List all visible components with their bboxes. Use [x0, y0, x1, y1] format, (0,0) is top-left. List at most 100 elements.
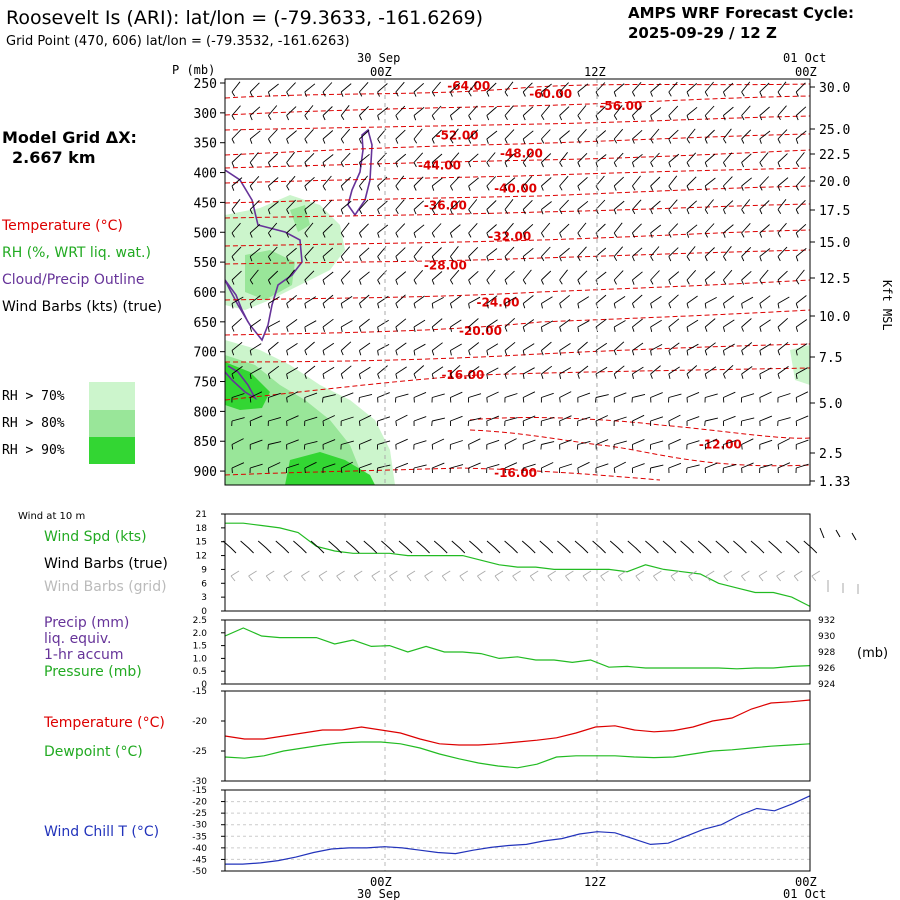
wind-barb [759, 463, 773, 474]
wind-barb [668, 175, 678, 191]
surface-wind-barb-grid [406, 570, 416, 582]
page-title: Roosevelt Is (ARI): lat/lon = (-79.3633,… [6, 7, 483, 29]
wind-barb [468, 462, 481, 474]
wind-barb [268, 105, 278, 121]
wind-barb [249, 175, 260, 191]
panel-frame [224, 513, 811, 612]
kft-tick-label: 1.33 [819, 475, 850, 490]
wind-barb [686, 128, 696, 144]
wind-barb [286, 439, 299, 450]
wind-barb [559, 106, 570, 121]
wind-barb [559, 463, 573, 474]
wind-barb [486, 106, 497, 121]
wind-barb [395, 199, 405, 215]
wind-barb [795, 269, 805, 285]
wind-barb [595, 106, 606, 121]
y-tick-label: 2.0 [193, 629, 208, 639]
surface-wind-barb-grid [529, 570, 539, 582]
wind-barb [249, 199, 260, 215]
wind-barb [322, 106, 333, 121]
surface-wind-barb-grid [230, 570, 240, 582]
wind-barb [249, 223, 261, 238]
wind-barb [304, 416, 318, 427]
wind-barb [286, 223, 297, 238]
wind-barb [741, 246, 752, 262]
wind-barb [741, 153, 752, 168]
wind-barb [577, 105, 587, 120]
wind-barb [395, 129, 406, 144]
wind-barb [686, 106, 698, 121]
wind-barb [759, 82, 770, 97]
wind-barb [522, 295, 534, 309]
wind-barb [486, 367, 499, 379]
wind-barb [704, 271, 716, 285]
wind-barb [468, 246, 479, 262]
wind-barb [395, 294, 406, 309]
wind-barb [431, 366, 444, 379]
wind-barb [595, 271, 607, 285]
wind-barb [686, 440, 700, 450]
wind-barb [559, 223, 570, 238]
wind-barb [358, 153, 370, 168]
wind-barb [304, 296, 317, 309]
pressure-tick-label: 250 [194, 77, 217, 92]
wind-barb [540, 320, 554, 332]
wind-barb [577, 461, 590, 474]
wind-barb [577, 152, 588, 168]
wind-barb [304, 246, 314, 262]
wind-barb [377, 365, 388, 379]
wind-barb [249, 367, 262, 379]
wind-barb [613, 128, 624, 144]
wind-barb [377, 83, 388, 97]
wind-barb [267, 177, 279, 191]
wind-barb [559, 269, 568, 285]
wind-barb [304, 461, 317, 474]
surface-wind-barb-grid [424, 570, 433, 582]
wind-barb [759, 295, 771, 309]
panel-frame [224, 789, 811, 872]
wind-barb [704, 81, 714, 97]
wind-barb [722, 415, 736, 427]
series-line-pressure-mb- [224, 627, 811, 670]
temp-contour-label: -40.00 [494, 181, 537, 195]
wind-barb [322, 154, 334, 168]
y-tick-label: 0 [201, 680, 207, 690]
wind-barb [522, 343, 535, 356]
wind-barb [722, 440, 736, 450]
wind-barb [777, 153, 788, 168]
wind-barb [759, 343, 772, 356]
wind-barb [723, 176, 733, 191]
wind-barb [741, 105, 751, 121]
surface-wind-barb [785, 540, 800, 554]
temp-contour-label: -32.00 [488, 230, 531, 244]
wind-barb [286, 319, 298, 332]
wind-barb [286, 130, 297, 144]
wind-barb [777, 246, 788, 262]
wind-barb [286, 294, 297, 309]
wind-barb [740, 417, 755, 427]
wind-barb [504, 393, 518, 403]
wind-barb [650, 128, 660, 144]
wind-barb [741, 296, 754, 309]
wind-barb [722, 224, 734, 238]
wind-barb [249, 269, 259, 285]
wind-barb [540, 416, 555, 427]
wind-barb [450, 152, 460, 168]
wind-barb [231, 270, 242, 285]
legend-wind-barbs: Wind Barbs (kts) (true) [2, 299, 162, 315]
series-line-dewpoint [224, 741, 811, 769]
surface-wind-barb [433, 540, 448, 554]
wind-barb [795, 343, 808, 356]
y-tick-label: -15 [192, 786, 207, 796]
wind-barb [704, 247, 715, 262]
surface-wind-barb-grid [582, 570, 592, 582]
wind-barb [504, 438, 517, 450]
wind-barb [504, 246, 515, 262]
wind-barb [613, 461, 627, 473]
surface-wind-barb-grid [793, 570, 803, 582]
y-tick-label: 12 [196, 552, 207, 562]
wind-barb [631, 153, 643, 168]
wind-barb [759, 200, 770, 215]
wind-barb [395, 271, 407, 285]
wind-barb [286, 152, 295, 167]
